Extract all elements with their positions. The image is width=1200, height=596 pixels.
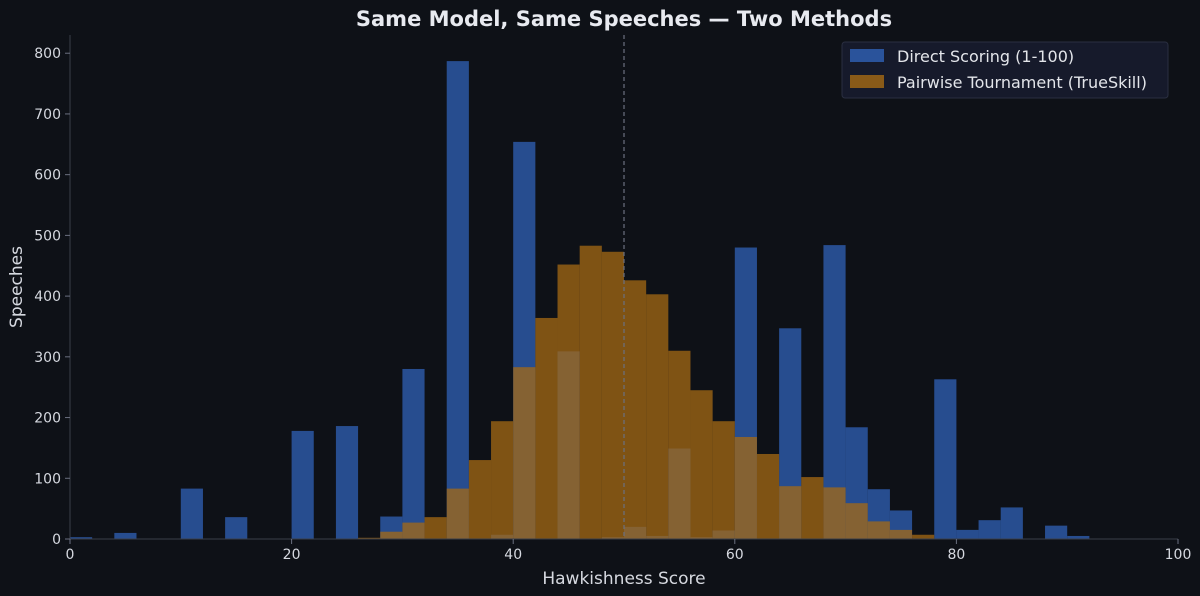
pairwise-bar [889,529,913,539]
y-tick-label: 800 [34,46,61,62]
y-tick-label: 500 [34,228,61,244]
pairwise-bar [779,486,802,539]
series-1 [358,245,935,540]
direct-bar [335,426,359,539]
x-tick-label: 20 [283,547,301,563]
legend-swatch-direct [850,49,884,62]
legend-label-direct: Direct Scoring (1-100) [897,47,1074,66]
pairwise-bar [380,531,403,539]
direct-bar [1000,507,1023,539]
pairwise-bar [867,521,890,539]
pairwise-bar [734,436,757,539]
direct-bar [1045,525,1068,539]
pairwise-bar [712,421,735,539]
pairwise-bar [756,453,780,539]
pairwise-bar [823,487,846,539]
legend: Direct Scoring (1-100) Pairwise Tourname… [841,41,1169,99]
direct-bar [180,488,203,539]
y-tick-label: 100 [34,471,61,487]
x-tick-label: 40 [504,547,522,563]
x-tick-label: 0 [66,547,75,563]
bars-layer [70,61,1090,540]
pairwise-bar [491,421,514,539]
pairwise-bar [624,280,647,539]
direct-bar [956,529,979,539]
x-axis-label: Hawkishness Score [542,569,705,589]
direct-bar [114,532,137,539]
pairwise-bar [402,522,425,539]
y-tick-label: 0 [52,532,61,548]
y-tick-label: 700 [34,107,61,123]
pairwise-bar [557,264,580,539]
ticks-layer: 0 20 40 60 80 100 0 100 200 300 400 500 600 700 800 [34,46,1191,563]
chart-title: Same Model, Same Speeches — Two Methods [356,7,892,31]
legend-swatch-pairwise [850,75,884,88]
direct-bar [70,537,93,539]
y-tick-label: 600 [34,168,61,184]
pairwise-bar [358,537,381,539]
direct-bar [978,520,1001,539]
y-axis-label: Speeches [7,246,27,328]
x-tick-label: 80 [947,547,965,563]
pairwise-bar [668,350,691,539]
direct-bar [1067,535,1090,539]
pairwise-bar [801,477,824,539]
y-tick-label: 300 [34,350,61,366]
pairwise-bar [535,317,558,539]
pairwise-bar [424,517,447,539]
pairwise-bar [646,294,669,539]
legend-label-pairwise: Pairwise Tournament (TrueSkill) [897,73,1147,92]
pairwise-bar [579,245,602,539]
x-tick-label: 100 [1165,547,1192,563]
y-tick-label: 200 [34,411,61,427]
legend-box [841,41,1169,99]
pairwise-bar [513,367,536,539]
direct-bar [934,379,957,539]
pairwise-bar [468,460,492,539]
pairwise-bar [446,488,469,539]
x-tick-label: 60 [726,547,744,563]
pairwise-bar [690,390,713,539]
pairwise-bar [601,251,624,540]
direct-bar [446,61,469,540]
y-tick-label: 400 [34,289,61,305]
pairwise-bar [845,503,868,539]
direct-bar [823,245,846,540]
direct-bar [225,517,248,539]
direct-bar [402,368,425,539]
pairwise-bar [912,534,935,539]
direct-bar [291,430,314,539]
